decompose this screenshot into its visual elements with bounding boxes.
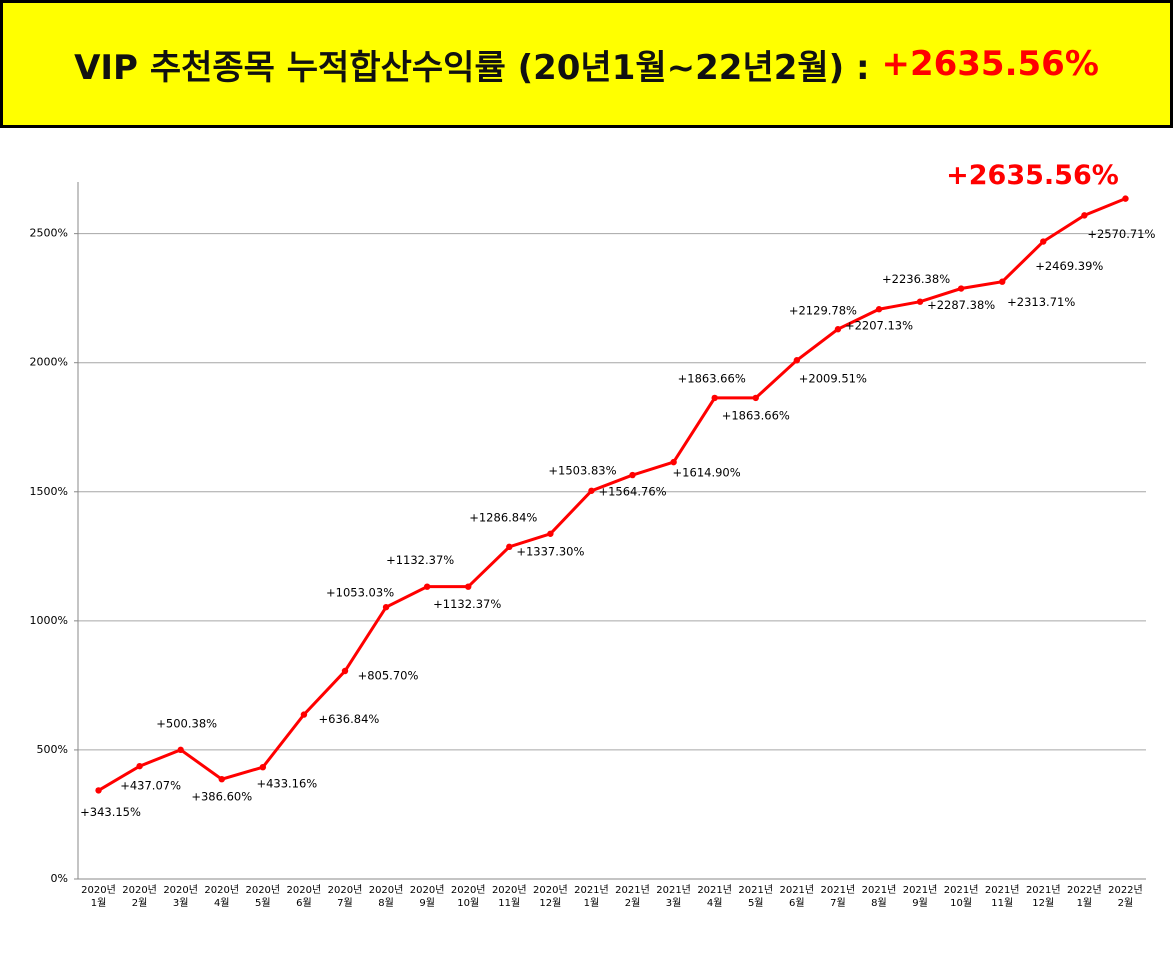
x-tick-label: 2020년 1월 bbox=[81, 885, 116, 909]
point bbox=[1040, 238, 1047, 245]
value-label: +1132.37% bbox=[433, 597, 501, 611]
value-label: +1132.37% bbox=[386, 553, 454, 567]
point bbox=[1081, 212, 1088, 219]
y-tick-label: 2000% bbox=[30, 356, 68, 369]
x-tick-label: 2021년 12월 bbox=[1025, 885, 1061, 909]
y-tick-label: 1000% bbox=[30, 614, 68, 627]
x-tick-label: 2021년 4월 bbox=[697, 885, 732, 909]
point bbox=[259, 763, 267, 771]
point bbox=[1122, 195, 1129, 202]
x-tick-label: 2020년 8월 bbox=[368, 885, 404, 909]
x-tick-label: 2020년 2월 bbox=[122, 885, 157, 909]
point bbox=[382, 603, 390, 611]
x-tick-label: 2020년 11월 bbox=[491, 885, 527, 909]
value-label: +2009.51% bbox=[799, 372, 867, 386]
point bbox=[670, 458, 677, 466]
point bbox=[629, 471, 636, 479]
x-tick-label: 2021년 3월 bbox=[656, 885, 691, 909]
x-tick-label: 2021년 2월 bbox=[615, 885, 650, 909]
point bbox=[547, 530, 554, 537]
value-label: +1863.66% bbox=[722, 408, 790, 422]
y-tick-label: 0% bbox=[51, 872, 68, 885]
point bbox=[341, 667, 349, 675]
value-label: +437.07% bbox=[120, 779, 181, 793]
line bbox=[97, 197, 1127, 792]
point bbox=[834, 326, 842, 333]
x-tick-label: 2021년 6월 bbox=[779, 885, 815, 909]
point bbox=[711, 394, 718, 402]
x-tick-label: 2020년 3월 bbox=[163, 885, 198, 909]
value-label: +1503.83% bbox=[548, 463, 616, 477]
value-label: +1614.90% bbox=[673, 466, 741, 480]
x-tick-label: 2021년 11월 bbox=[984, 885, 1020, 909]
value-label: +2635.56% bbox=[946, 160, 1119, 191]
value-label: +500.38% bbox=[156, 716, 217, 730]
x-tick-label: 2022년 2월 bbox=[1108, 885, 1143, 909]
x-tick-label: 2020년 4월 bbox=[204, 885, 240, 909]
value-label: +2313.71% bbox=[1007, 295, 1075, 309]
value-label: +1053.03% bbox=[326, 586, 394, 600]
x-tick-label: 2021년 1월 bbox=[574, 885, 609, 909]
x-tick-label: 2020년 5월 bbox=[245, 885, 281, 909]
point bbox=[465, 583, 472, 590]
x-tick-label: 2021년 9월 bbox=[902, 885, 938, 909]
x-tick-label: 2020년 7월 bbox=[327, 885, 363, 909]
title: VIP 추천종목 누적합산수익률 (20년1월~22년2월) : bbox=[74, 47, 882, 88]
point bbox=[300, 711, 308, 718]
title-highlight: +2635.56% bbox=[881, 44, 1099, 84]
y-tick-label: 2500% bbox=[30, 227, 68, 240]
value-label: +805.70% bbox=[358, 669, 419, 683]
point bbox=[177, 746, 184, 754]
value-label: +1564.76% bbox=[598, 485, 666, 499]
x-tick-label: 2021년 8월 bbox=[861, 885, 897, 909]
value-label: +1286.84% bbox=[469, 510, 537, 524]
point bbox=[957, 285, 965, 292]
value-label: +1337.30% bbox=[516, 544, 584, 558]
x-tick-label: 2020년 6월 bbox=[286, 885, 322, 909]
value-label: +2469.39% bbox=[1035, 259, 1103, 273]
point bbox=[916, 298, 924, 305]
x-tick-label: 2021년 7월 bbox=[820, 885, 856, 909]
value-label: +2570.71% bbox=[1087, 227, 1155, 241]
x-tick-label: 2020년 10월 bbox=[450, 885, 486, 909]
point bbox=[752, 394, 759, 402]
point bbox=[423, 583, 431, 590]
value-label: +2287.38% bbox=[927, 298, 995, 312]
value-label: +343.15% bbox=[80, 805, 141, 819]
point bbox=[793, 357, 801, 364]
value-label: +2129.78% bbox=[789, 304, 857, 318]
x-tick-label: 2020년 12월 bbox=[533, 885, 568, 909]
y-tick-label: 500% bbox=[37, 743, 68, 756]
x-tick-label: 2022년 1월 bbox=[1067, 885, 1102, 909]
value-label: +1863.66% bbox=[678, 371, 746, 385]
value-label: +2207.13% bbox=[845, 319, 913, 333]
point bbox=[95, 787, 102, 794]
point bbox=[875, 306, 883, 313]
value-label: +386.60% bbox=[191, 790, 252, 804]
value-label: +636.84% bbox=[319, 712, 380, 726]
point bbox=[136, 762, 143, 770]
y-tick-label: 1500% bbox=[30, 485, 68, 498]
point bbox=[999, 278, 1006, 285]
x-tick-label: 2021년 10월 bbox=[943, 885, 979, 909]
title-banner: VIP 추천종목 누적합산수익률 (20년1월~22년2월) : +2635.5… bbox=[0, 0, 1173, 128]
value-label: +2236.38% bbox=[882, 272, 950, 286]
x-tick-label: 2020년 9월 bbox=[409, 885, 445, 909]
x-tick-label: 2021년 5월 bbox=[738, 885, 774, 909]
point bbox=[588, 487, 595, 494]
point bbox=[506, 543, 513, 551]
value-label: +433.16% bbox=[256, 777, 317, 791]
point bbox=[218, 775, 225, 783]
